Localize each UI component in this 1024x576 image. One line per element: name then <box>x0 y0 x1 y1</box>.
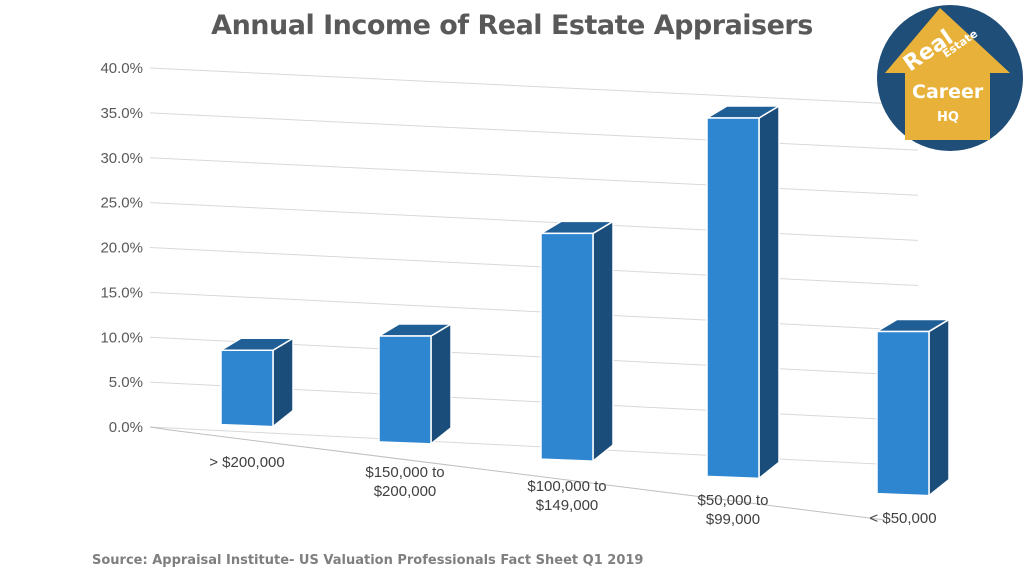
x-tick-label: $50,000 to $99,000 <box>698 492 769 528</box>
floor-left-edge <box>149 426 171 431</box>
bar-side <box>272 336 294 429</box>
bar <box>876 330 930 497</box>
x-tick-label: > $200,000 <box>209 454 285 471</box>
y-tick-label: 10.0% <box>100 329 143 346</box>
x-axis-labels: > $200,000 $150,000 to $200,000 $100,000 to… <box>209 454 936 528</box>
logo-word-career: Career <box>912 81 984 103</box>
y-tick-label: 20.0% <box>100 240 143 257</box>
gridline <box>149 202 919 241</box>
bar-side <box>928 318 950 498</box>
x-tick-label: $100,000 to $149,000 <box>527 478 606 514</box>
bar-group <box>704 104 782 480</box>
bar-group <box>538 220 616 463</box>
gridline <box>149 67 919 106</box>
bars <box>218 104 952 498</box>
gridline <box>149 291 919 332</box>
real-estate-career-hq-logo: Real Estate Career HQ <box>877 5 1023 151</box>
x-tick-label: $150,000 to $200,000 <box>365 464 444 500</box>
bar-group <box>218 336 296 429</box>
source-note: Source: Appraisal Institute- US Valuatio… <box>92 553 644 568</box>
y-tick-label: 30.0% <box>100 150 143 167</box>
bar-group <box>376 322 454 446</box>
y-tick-label: 15.0% <box>100 284 143 301</box>
bar-group <box>874 318 952 498</box>
chart-title: Annual Income of Real Estate Appraisers <box>211 10 813 41</box>
gridline <box>149 247 919 286</box>
y-tick-label: 40.0% <box>100 60 143 77</box>
y-tick-label: 25.0% <box>100 195 143 212</box>
y-axis-ticks: 0.0% 5.0% 10.0% 15.0% 20.0% 25.0% 30.0% 35.0% 40… <box>100 60 143 436</box>
house-icon <box>885 8 1010 140</box>
logo-word-hq: HQ <box>937 110 959 125</box>
bar-side <box>758 104 780 480</box>
gridline <box>149 112 919 151</box>
bar-side <box>592 220 614 463</box>
bar-side <box>430 322 452 446</box>
bar <box>540 232 594 462</box>
gridline <box>149 426 919 467</box>
x-axis-line <box>169 429 886 521</box>
gridline <box>149 157 919 196</box>
bar <box>706 117 760 480</box>
y-tick-label: 0.0% <box>109 419 143 436</box>
y-tick-label: 35.0% <box>100 105 143 122</box>
y-tick-label: 5.0% <box>109 374 143 391</box>
bar <box>378 335 432 445</box>
gridlines <box>149 67 919 521</box>
x-tick-label: < $50,000 <box>869 510 936 527</box>
bar <box>220 349 274 428</box>
